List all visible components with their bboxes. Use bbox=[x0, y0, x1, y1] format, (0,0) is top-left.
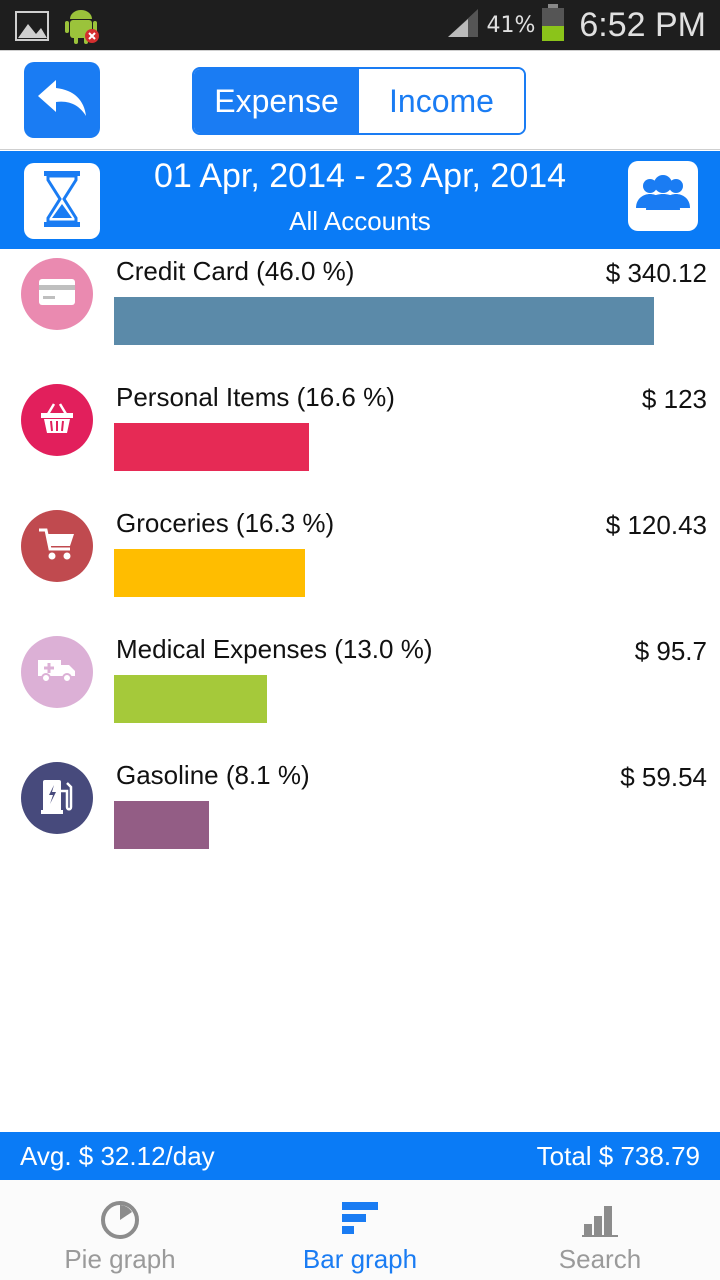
category-icon-bg bbox=[21, 510, 93, 582]
category-row-groceries[interactable]: Groceries (16.3 %) $ 120.43 bbox=[0, 502, 720, 622]
nav-label: Pie graph bbox=[64, 1244, 176, 1274]
signal-icon bbox=[446, 7, 480, 43]
category-row-medical-expenses[interactable]: Medical Expenses (13.0 %) $ 95.7 bbox=[0, 628, 720, 748]
date-range-button[interactable] bbox=[24, 163, 100, 239]
bar-graph-icon bbox=[340, 1200, 380, 1242]
people-icon bbox=[634, 174, 692, 218]
category-label: Medical Expenses (13.0 %) bbox=[116, 634, 433, 664]
category-icon-bg bbox=[21, 762, 93, 834]
ambulance-icon bbox=[37, 656, 77, 688]
accounts-label: All Accounts bbox=[289, 206, 431, 236]
category-bar bbox=[114, 801, 209, 849]
category-bar bbox=[114, 549, 305, 597]
bottom-navigation: Pie graph Bar graph Search bbox=[0, 1180, 720, 1280]
category-amount: $ 59.54 bbox=[620, 762, 707, 792]
category-bar bbox=[114, 423, 309, 471]
category-icon-bg bbox=[21, 384, 93, 456]
category-bar bbox=[114, 297, 654, 345]
back-button[interactable] bbox=[24, 62, 100, 138]
nav-label: Bar graph bbox=[302, 1244, 418, 1274]
summary-bar: Avg. $ 32.12/day Total $ 738.79 bbox=[0, 1132, 720, 1180]
credit-card-icon bbox=[38, 278, 76, 310]
total-amount: Total $ 738.79 bbox=[536, 1141, 700, 1171]
nav-pie-graph[interactable]: Pie graph bbox=[0, 1180, 240, 1280]
battery-icon bbox=[541, 4, 565, 46]
image-icon bbox=[14, 8, 50, 48]
pie-chart-icon bbox=[100, 1200, 140, 1244]
nav-search[interactable]: Search bbox=[480, 1180, 720, 1280]
tab-expense[interactable]: Expense bbox=[194, 69, 359, 133]
average-per-day: Avg. $ 32.12/day bbox=[20, 1141, 215, 1171]
status-bar: 41% 6:52 PM bbox=[0, 0, 720, 50]
nav-label: Search bbox=[558, 1244, 642, 1274]
accounts-button[interactable] bbox=[628, 161, 698, 231]
period-header: 01 Apr, 2014 - 23 Apr, 2014 All Accounts bbox=[0, 151, 720, 249]
type-toggle: Expense Income bbox=[192, 67, 526, 135]
category-amount: $ 123 bbox=[641, 384, 707, 414]
category-amount: $ 95.7 bbox=[634, 636, 707, 666]
category-row-gasoline[interactable]: Gasoline (8.1 %) $ 59.54 bbox=[0, 754, 720, 874]
category-amount: $ 120.43 bbox=[605, 510, 707, 540]
date-range-label: 01 Apr, 2014 - 23 Apr, 2014 bbox=[153, 157, 567, 195]
basket-icon bbox=[40, 402, 74, 438]
cart-icon bbox=[38, 527, 76, 565]
clock: 6:52 PM bbox=[579, 5, 706, 44]
undo-arrow-icon bbox=[36, 76, 88, 124]
category-row-personal-items[interactable]: Personal Items (16.6 %) $ 123 bbox=[0, 376, 720, 496]
tab-income[interactable]: Income bbox=[359, 69, 524, 133]
nav-bar-graph[interactable]: Bar graph bbox=[240, 1180, 480, 1280]
category-label: Credit Card (46.0 %) bbox=[116, 256, 355, 286]
category-row-credit-card[interactable]: Credit Card (46.0 %) $ 340.12 bbox=[0, 250, 720, 370]
category-bar bbox=[114, 675, 267, 723]
top-bar: Expense Income bbox=[0, 50, 720, 150]
category-label: Groceries (16.3 %) bbox=[116, 508, 335, 538]
category-amount: $ 340.12 bbox=[605, 258, 707, 288]
fuel-pump-icon bbox=[40, 777, 74, 819]
battery-percent: 41% bbox=[486, 12, 536, 38]
search-chart-icon bbox=[580, 1200, 620, 1242]
category-icon-bg bbox=[21, 258, 93, 330]
hourglass-icon bbox=[42, 170, 82, 232]
category-icon-bg bbox=[21, 636, 93, 708]
category-label: Personal Items (16.6 %) bbox=[116, 382, 395, 412]
android-debug-icon bbox=[62, 6, 102, 50]
category-label: Gasoline (8.1 %) bbox=[116, 760, 310, 790]
